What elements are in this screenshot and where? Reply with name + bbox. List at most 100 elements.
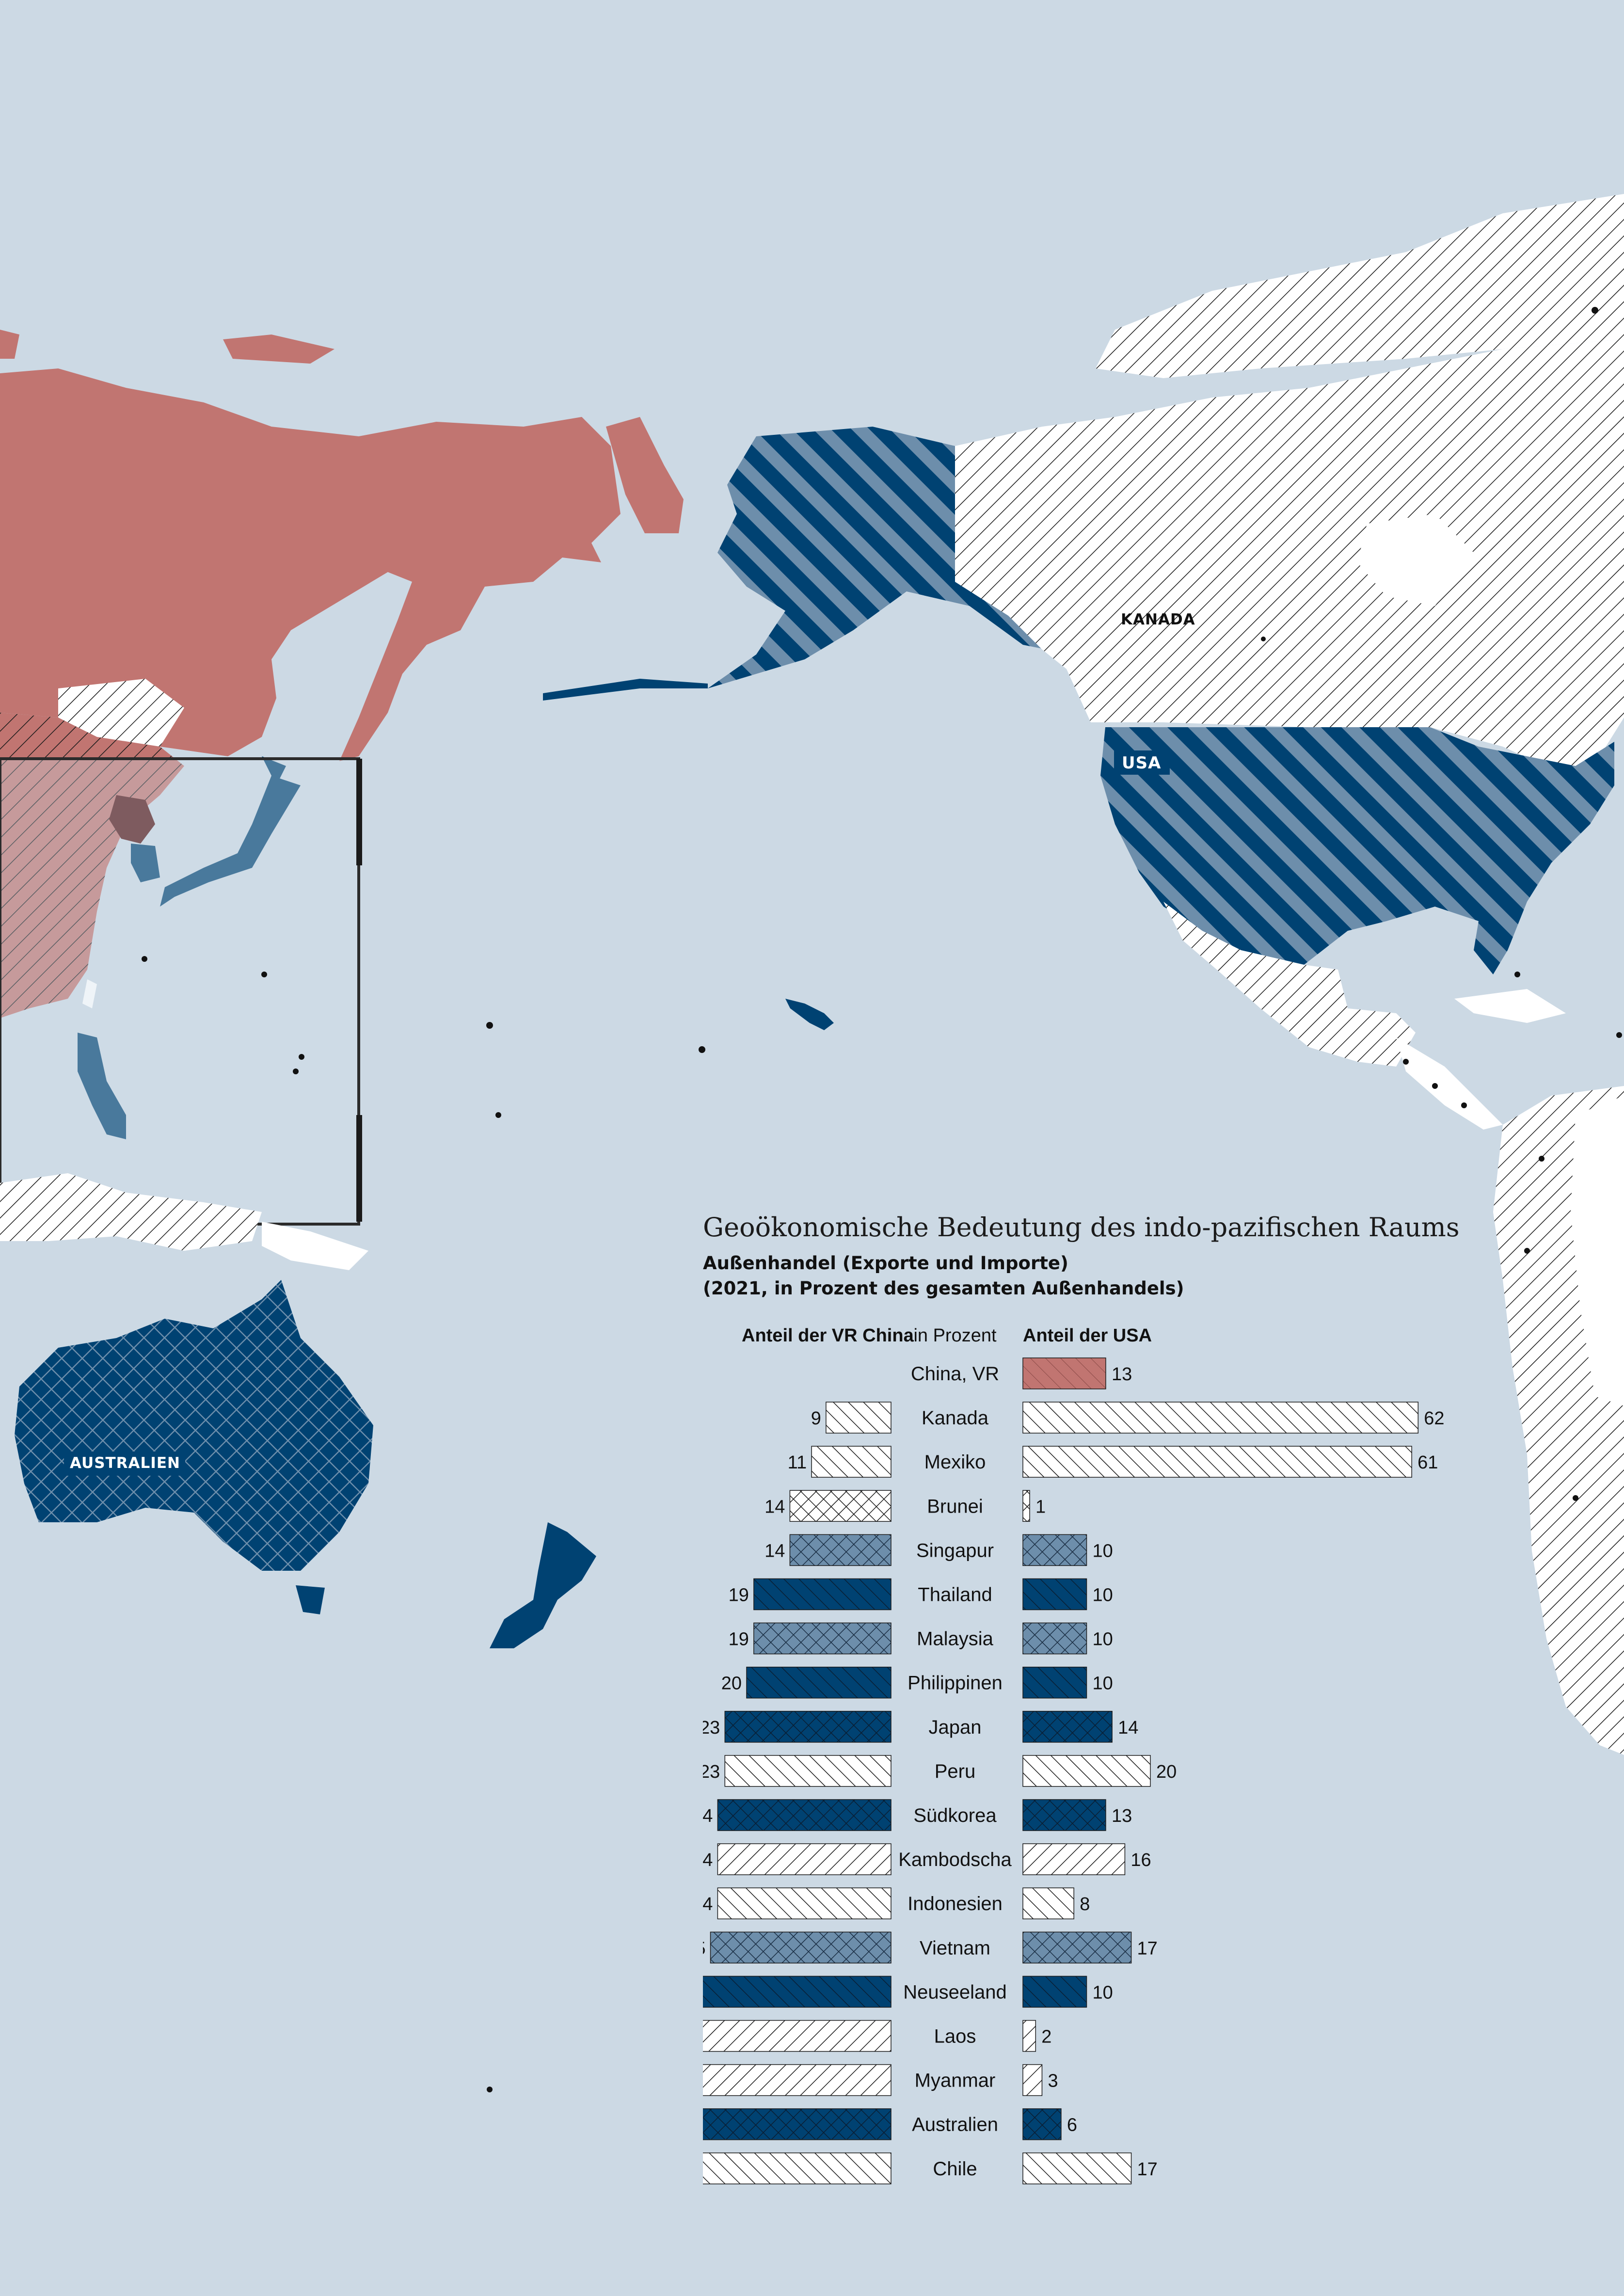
value-china: 19 (729, 1629, 749, 1650)
bar-usa (1022, 1976, 1087, 2008)
mongolia (58, 679, 184, 747)
bar-china (717, 1843, 892, 1875)
value-usa: 10 (1093, 1541, 1113, 1561)
country-label: Thailand (918, 1584, 992, 1606)
value-usa: 62 (1424, 1408, 1444, 1429)
bar-usa (1022, 1622, 1087, 1655)
bar-china (703, 2064, 892, 2096)
new-guinea (262, 1222, 368, 1270)
bar-row: Kanada 9 62 (811, 1402, 1445, 1434)
bar-china (703, 2108, 892, 2140)
bar-china (703, 2152, 892, 2184)
value-usa: 10 (1093, 1982, 1113, 2003)
bar-china (703, 1976, 892, 2008)
usa-mainland (1100, 727, 1614, 974)
hudson-bay (1357, 514, 1474, 606)
value-china: 24 (703, 1850, 713, 1870)
canada (955, 339, 1624, 776)
value-usa: 10 (1093, 1674, 1113, 1694)
bar-usa (1022, 1931, 1132, 1964)
bar-row: Malaysia 19 10 (729, 1622, 1113, 1655)
value-usa: 17 (1137, 2159, 1158, 2180)
chart-title: Geoökonomische Bedeutung des indo-pazifi… (703, 1212, 1460, 1243)
inset-marker-bottom (356, 1115, 362, 1222)
value-china: 14 (764, 1541, 785, 1561)
value-usa: 6 (1067, 2115, 1077, 2136)
value-usa: 8 (1080, 1894, 1090, 1914)
caribbean (1454, 989, 1566, 1023)
bar-usa (1022, 1843, 1126, 1875)
bar-usa (1022, 1799, 1106, 1831)
mexico (1163, 902, 1416, 1067)
bar-row: Philippinen 20 10 (721, 1666, 1113, 1699)
value-usa: 2 (1041, 2027, 1051, 2047)
header-center: in Prozent (913, 1325, 997, 1346)
hawaii (785, 999, 834, 1030)
bar-usa (1022, 1446, 1412, 1478)
value-usa: 1 (1035, 1497, 1046, 1517)
value-usa: 13 (1112, 1364, 1132, 1385)
value-china: 24 (703, 1894, 713, 1914)
country-label: Singapur (916, 1540, 994, 1561)
inset-frame (0, 757, 360, 1226)
value-usa: 61 (1417, 1452, 1438, 1473)
country-label: Chile (933, 2158, 977, 2180)
value-usa: 10 (1093, 1585, 1113, 1606)
bar-row: Neuseeland2810 (703, 1976, 1113, 2008)
bar-usa (1022, 1711, 1113, 1743)
inset-marker-top (356, 759, 362, 865)
bar-usa (1022, 1755, 1151, 1787)
country-label: Brunei (927, 1496, 983, 1517)
bar-usa (1022, 1490, 1030, 1522)
bar-usa (1022, 2108, 1062, 2140)
country-label: Vietnam (920, 1937, 990, 1959)
value-usa: 13 (1112, 1806, 1132, 1826)
bar-row: Brunei 14 1 (764, 1490, 1046, 1522)
country-label: Kanada (922, 1407, 989, 1429)
value-usa: 20 (1156, 1762, 1177, 1782)
country-label: Peru (935, 1761, 976, 1782)
indonesia (0, 1173, 262, 1251)
bar-china (789, 1490, 892, 1522)
aleutians (543, 679, 708, 701)
japan (160, 756, 301, 907)
country-label: Australien (912, 2114, 998, 2136)
value-china: 24 (703, 1806, 713, 1826)
north-korea (109, 795, 155, 844)
value-usa: 16 (1130, 1850, 1151, 1870)
bar-china (717, 1887, 892, 1919)
bar-row: Peru 23 20 (703, 1755, 1177, 1787)
bar-china (753, 1622, 892, 1655)
bar-row: Mexiko 11 61 (788, 1446, 1438, 1478)
bar-china (724, 1711, 892, 1743)
bar-usa (1022, 1534, 1087, 1566)
russia-peninsula (606, 417, 684, 533)
russia-landmass (0, 368, 621, 761)
label-kanada: KANADA (1121, 611, 1195, 628)
bar-row: Australien336 (703, 2108, 1077, 2140)
bar-china (789, 1534, 892, 1566)
value-usa: 17 (1137, 1938, 1158, 1959)
russia-islands (0, 330, 334, 364)
header-left: Anteil der VR China (742, 1325, 914, 1346)
australia (15, 1280, 373, 1571)
bar-china (746, 1666, 892, 1699)
bar-china (826, 1402, 892, 1434)
label-usa: USA (1122, 753, 1162, 773)
value-china: 11 (788, 1452, 807, 1473)
island-dots (142, 307, 1622, 2092)
country-label: Japan (929, 1717, 982, 1738)
bar-usa (1022, 1887, 1074, 1919)
value-china: 19 (729, 1585, 749, 1606)
bar-china (703, 2020, 892, 2052)
canada-arctic-islands (1096, 194, 1624, 378)
bar-row: China, VR 13 (911, 1357, 1132, 1389)
country-label: Südkorea (913, 1805, 997, 1826)
value-china: 23 (703, 1762, 720, 1782)
usa-label-bg (1114, 750, 1170, 775)
country-label: Mexiko (924, 1451, 986, 1473)
china-landmass (0, 713, 184, 1018)
value-china: 9 (811, 1408, 821, 1429)
label-australien: AUSTRALIEN (70, 1454, 180, 1472)
header-right: Anteil der USA (1023, 1325, 1152, 1346)
